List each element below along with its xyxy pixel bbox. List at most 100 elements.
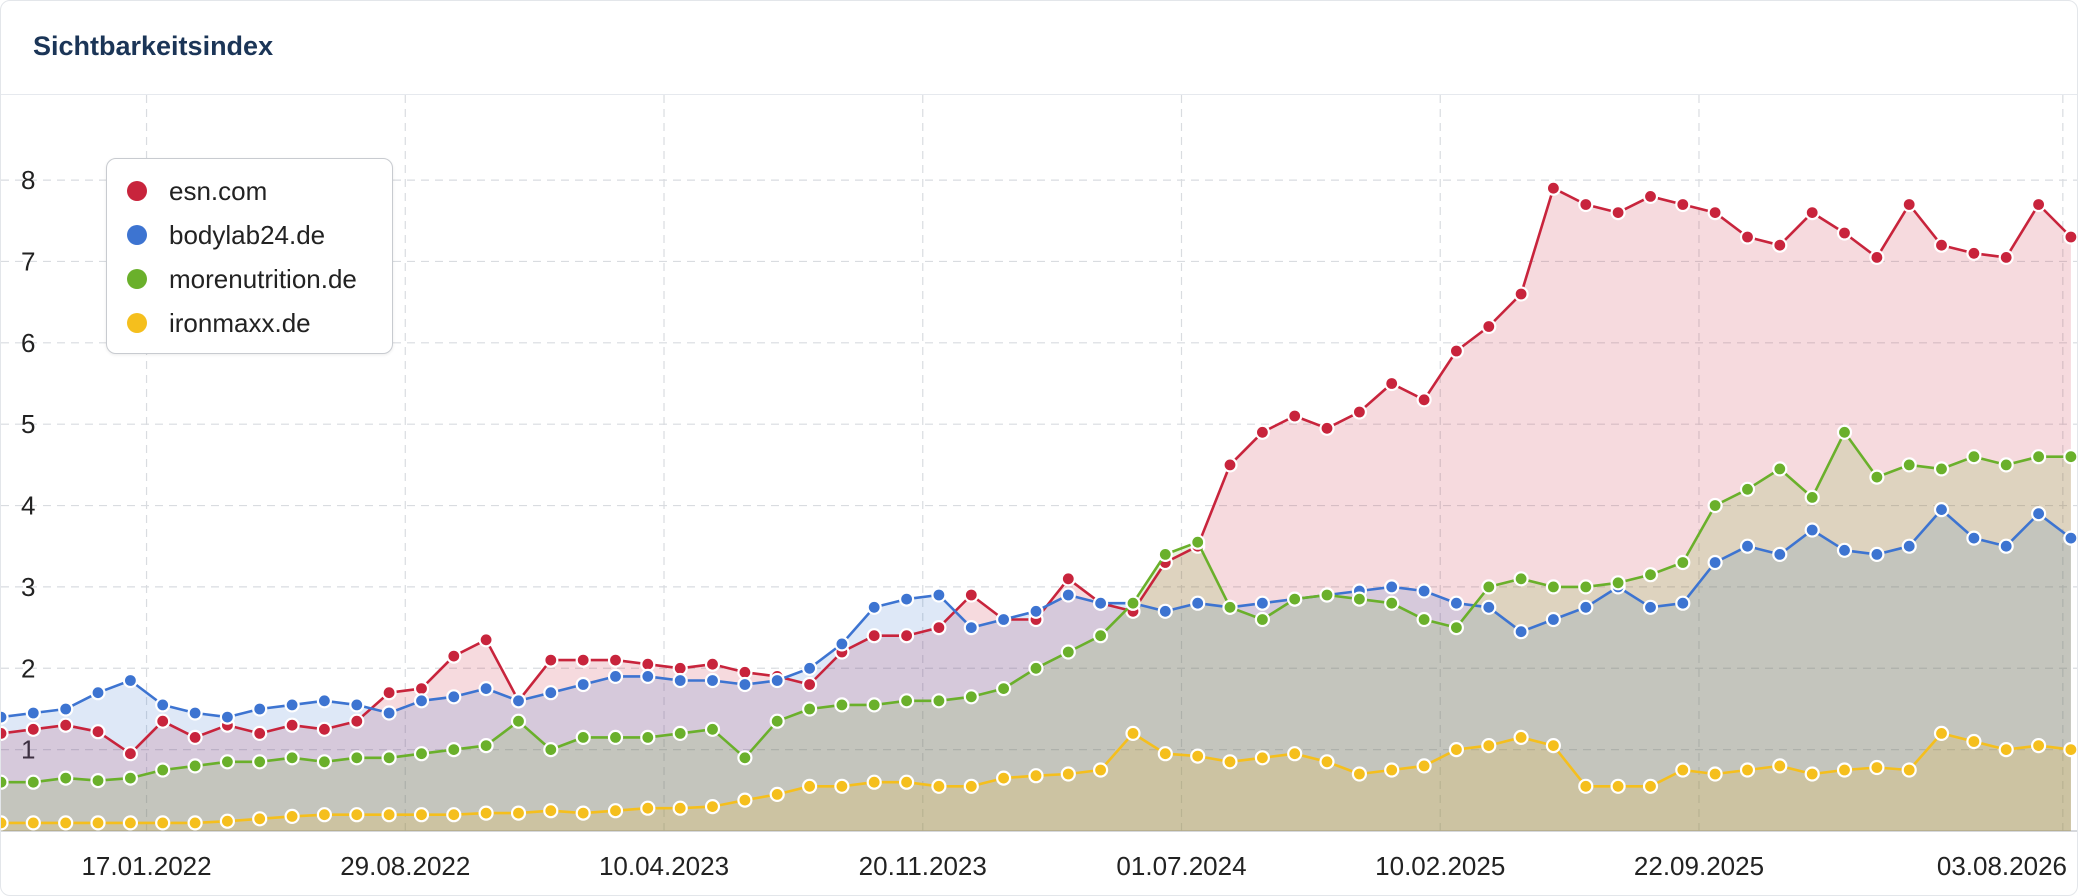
data-point	[898, 774, 915, 790]
data-point	[1545, 579, 1562, 595]
data-point	[963, 689, 979, 705]
data-point	[1157, 546, 1173, 562]
data-point	[1092, 595, 1109, 611]
x-tick-label: 10.04.2023	[599, 851, 729, 881]
data-point	[1901, 762, 1917, 778]
data-point	[381, 750, 397, 766]
data-point	[801, 676, 818, 693]
data-point	[90, 724, 106, 740]
data-point	[1254, 424, 1271, 440]
data-point	[1836, 542, 1853, 558]
data-point	[2030, 737, 2047, 754]
data-point	[1448, 741, 1465, 758]
data-point	[1869, 546, 1885, 562]
data-point	[25, 774, 41, 790]
data-point	[187, 758, 203, 774]
data-point	[90, 685, 106, 701]
data-point	[155, 815, 171, 831]
data-point	[1513, 286, 1529, 302]
data-point	[543, 803, 559, 819]
data-point	[575, 805, 591, 821]
data-point	[1448, 595, 1465, 611]
data-point	[1933, 502, 1950, 518]
data-point	[1416, 583, 1432, 599]
data-point	[704, 798, 721, 815]
data-point	[737, 664, 753, 680]
data-point	[834, 778, 850, 794]
legend-dot-morenutrition	[127, 269, 147, 289]
data-point	[1707, 497, 1723, 514]
data-point	[1966, 245, 1982, 261]
data-point	[931, 778, 947, 794]
legend-label-esn: esn.com	[169, 175, 268, 206]
data-point	[737, 750, 753, 766]
data-point	[1901, 196, 1917, 213]
data-point	[1933, 237, 1950, 253]
data-point	[413, 680, 430, 697]
x-tick-label: 22.09.2025	[1634, 851, 1764, 881]
legend-item-esn[interactable]: esn.com	[127, 171, 267, 211]
data-point	[1513, 624, 1529, 640]
data-point	[607, 729, 624, 746]
y-tick-label: 8	[21, 165, 35, 195]
y-tick-label: 4	[21, 491, 35, 521]
data-point	[252, 725, 268, 742]
data-point	[672, 660, 688, 676]
data-point	[219, 709, 235, 725]
data-point	[963, 619, 979, 636]
legend-item-bodylab[interactable]: bodylab24.de	[127, 215, 325, 255]
data-point	[413, 693, 430, 709]
data-point	[1707, 204, 1723, 221]
data-point	[1028, 660, 1044, 676]
data-point	[1675, 762, 1691, 778]
data-point	[1481, 737, 1497, 754]
data-point	[1739, 229, 1756, 245]
legend-label-bodylab: bodylab24.de	[169, 219, 326, 250]
legend-dot-bodylab	[127, 225, 147, 245]
data-point	[155, 713, 171, 729]
data-point	[1028, 603, 1044, 619]
data-point	[478, 680, 494, 697]
data-point	[58, 815, 74, 831]
data-point	[672, 725, 688, 742]
legend-label-morenutrition: morenutrition.de	[169, 263, 357, 294]
data-point	[1739, 538, 1756, 554]
data-point	[1610, 204, 1626, 221]
chart-title: Sichtbarkeitsindex	[33, 31, 274, 61]
data-point	[510, 713, 527, 729]
data-point	[446, 807, 462, 823]
data-point	[1966, 530, 1982, 546]
data-point	[1, 774, 9, 790]
series-area	[1, 432, 2071, 831]
legend-item-ironmaxx[interactable]: ironmaxx.de	[127, 303, 311, 343]
data-point	[607, 652, 624, 668]
data-point	[2063, 530, 2077, 546]
data-point	[1481, 579, 1497, 595]
data-point	[187, 815, 203, 831]
data-point	[801, 701, 818, 717]
data-point	[1578, 196, 1594, 213]
data-point	[898, 628, 915, 644]
data-point	[1739, 762, 1756, 778]
data-point	[704, 656, 721, 672]
data-point	[284, 697, 300, 713]
data-point	[866, 599, 882, 615]
data-point	[1545, 180, 1562, 196]
data-point	[2030, 506, 2047, 522]
data-point	[219, 813, 235, 829]
data-point	[1448, 619, 1465, 636]
legend-item-morenutrition[interactable]: morenutrition.de	[127, 259, 357, 299]
y-tick-label: 6	[21, 328, 35, 358]
data-point	[2063, 742, 2077, 758]
y-tick-label: 5	[21, 409, 35, 439]
data-point	[1028, 768, 1044, 784]
data-point	[316, 807, 332, 823]
data-point	[1351, 404, 1368, 420]
data-point	[219, 754, 235, 770]
data-point	[413, 807, 430, 823]
data-point	[1092, 762, 1109, 778]
data-point	[640, 800, 656, 816]
data-point	[1222, 754, 1238, 770]
data-point	[1998, 457, 2014, 473]
